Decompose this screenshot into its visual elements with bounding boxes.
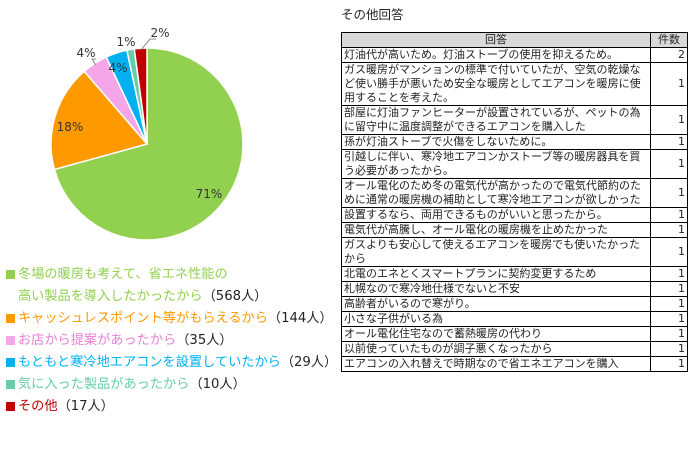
legend-label: お店から提案があったから — [18, 333, 177, 348]
legend-item-other: その他（17人） — [6, 396, 336, 418]
answer-text: 以前使っていたものが調子悪くなったから — [341, 341, 651, 357]
legend-label: その他 — [18, 399, 58, 414]
legend-count: （35人） — [176, 333, 233, 348]
answer-text: 設置するなら、両用できるものがいいと思ったから。 — [341, 207, 651, 223]
table-row: 部屋に灯油ファンヒーターが設置されているが、ペットの為に留守中に温度調整ができる… — [341, 105, 688, 135]
answer-text: 引越しに伴い、寒冷地エアコンかストーブ等の暖房器具を買う必要があったから。 — [341, 149, 651, 179]
table-row: 電気代が高騰し、オール電化の暖房機を止めたかった 1 — [341, 222, 688, 238]
legend-swatch — [6, 402, 15, 411]
answer-count: 1 — [650, 341, 688, 357]
answer-count: 1 — [650, 281, 688, 297]
legend-item-liked-product: 気に入った製品があったから（10人） — [6, 374, 336, 396]
answer-count: 2 — [650, 47, 688, 63]
other-answers-table: 回答 件数 灯油代が高いため。灯油ストーブの使用を抑えるため。 2 ガス暖房がマンシ… — [341, 32, 688, 372]
slice-percent-label: 4% — [76, 46, 95, 60]
legend-count: （568人） — [202, 289, 268, 304]
slice-percent-label: 4% — [108, 61, 127, 75]
table-row: 札幌なので寒冷地仕様でないと不安 1 — [341, 281, 688, 297]
slice-percent-label: 2% — [150, 26, 169, 40]
legend-count: （144人） — [267, 311, 333, 326]
legend-swatch — [6, 270, 15, 279]
table-row: オール電化住宅なので蓄熱暖房の代わり 1 — [341, 326, 688, 342]
answer-count: 1 — [650, 178, 688, 208]
pie-slice — [50, 70, 149, 171]
slice-percent-label: 18% — [57, 120, 84, 134]
leader-line — [140, 38, 156, 51]
answer-text: 部屋に灯油ファンヒーターが設置されているが、ペットの為に留守中に温度調整ができる… — [341, 105, 651, 135]
pie-slice — [133, 47, 148, 145]
answer-text: エアコンの入れ替えで時期なので省エネエアコンを購入 — [341, 356, 651, 372]
legend-swatch — [6, 336, 15, 345]
pie-chart: 71% 18% 4% 4% 1% 2% — [50, 26, 244, 241]
answer-text: オール電化住宅なので蓄熱暖房の代わり — [341, 326, 651, 342]
table-row: オール電化のため冬の電気代が高かったので電気代節約のために通常の暖房機の補助とし… — [341, 178, 688, 208]
table-row: 孫が灯油ストーブで火傷をしないために。 1 — [341, 134, 688, 150]
answer-count: 1 — [650, 222, 688, 238]
table-header-row: 回答 件数 — [341, 32, 688, 48]
answer-count: 1 — [650, 105, 688, 135]
leader-line — [91, 58, 97, 66]
table-row: 灯油代が高いため。灯油ストーブの使用を抑えるため。 2 — [341, 47, 688, 63]
answer-text: ガス暖房がマンションの標準で付いていたが、空気の乾燥など使い勝手が悪いため安全な… — [341, 62, 651, 106]
legend-item-store-suggestion: お店から提案があったから（35人） — [6, 330, 336, 352]
answer-count: 1 — [650, 237, 688, 267]
answer-count: 1 — [650, 149, 688, 179]
slice-percent-label: 1% — [116, 35, 135, 49]
answer-count: 1 — [650, 311, 688, 327]
answer-count: 1 — [650, 62, 688, 106]
table-row: ガス暖房がマンションの標準で付いていたが、空気の乾燥など使い勝手が悪いため安全な… — [341, 62, 688, 106]
answer-count: 1 — [650, 326, 688, 342]
answer-text: 灯油代が高いため。灯油ストーブの使用を抑えるため。 — [341, 47, 651, 63]
answer-text: 北電のエネとくスマートプランに契約変更するため — [341, 266, 651, 282]
table-row: 高齢者がいるので寒がり。 1 — [341, 296, 688, 312]
answer-count: 1 — [650, 266, 688, 282]
legend-count: （17人） — [57, 399, 114, 414]
legend-item-energy-saving: 冬場の暖房も考えて、省エネ性能の 高い製品を導入したかったから（568人） — [6, 264, 336, 308]
legend-item-cashless-points: キャッシュレスポイント等がもらえるから（144人） — [6, 308, 336, 330]
table-row: エアコンの入れ替えで時期なので省エネエアコンを購入 1 — [341, 356, 688, 372]
legend-count: （10人） — [189, 377, 246, 392]
answer-text: 電気代が高騰し、オール電化の暖房機を止めたかった — [341, 222, 651, 238]
table-row: 小さな子供がいる為 1 — [341, 311, 688, 327]
answer-text: 孫が灯油ストーブで火傷をしないために。 — [341, 134, 651, 150]
legend-item-already-installed: もともと寒冷地エアコンを設置していたから（29人） — [6, 352, 338, 374]
answer-count: 1 — [650, 134, 688, 150]
legend-label: 気に入った製品があったから — [18, 377, 190, 392]
table-row: ガスよりも安心して使えるエアコンを暖房でも使いたかったから 1 — [341, 237, 688, 267]
legend-swatch — [6, 380, 15, 389]
legend-label: もともと寒冷地エアコンを設置していたから — [18, 355, 281, 370]
legend-count: （29人） — [280, 355, 338, 370]
legend-swatch — [6, 314, 15, 323]
answer-text: 札幌なので寒冷地仕様でないと不安 — [341, 281, 651, 297]
table-row: 北電のエネとくスマートプランに契約変更するため 1 — [341, 266, 688, 282]
answer-text: 小さな子供がいる為 — [341, 311, 651, 327]
answer-count: 1 — [650, 356, 688, 372]
legend-swatch — [6, 358, 15, 367]
answer-count: 1 — [650, 207, 688, 223]
legend-label: キャッシュレスポイント等がもらえるから — [18, 311, 268, 326]
answer-text: オール電化のため冬の電気代が高かったので電気代節約のために通常の暖房機の補助とし… — [341, 178, 651, 208]
answer-text: ガスよりも安心して使えるエアコンを暖房でも使いたかったから — [341, 237, 651, 267]
chart-legend: 冬場の暖房も考えて、省エネ性能の 高い製品を導入したかったから（568人） キャ… — [6, 264, 338, 418]
header-count: 件数 — [650, 32, 688, 48]
pie-slice — [53, 47, 244, 241]
table-row: 設置するなら、両用できるものがいいと思ったから。 1 — [341, 207, 688, 223]
table-row: 引越しに伴い、寒冷地エアコンかストーブ等の暖房器具を買う必要があったから。 1 — [341, 149, 688, 179]
slice-percent-label: 71% — [196, 187, 223, 201]
legend-label: 冬場の暖房も考えて、省エネ性能の — [18, 267, 228, 282]
table-row: 以前使っていたものが調子悪くなったから 1 — [341, 341, 688, 357]
header-answer: 回答 — [341, 32, 651, 48]
answer-text: 高齢者がいるので寒がり。 — [341, 296, 651, 312]
answer-count: 1 — [650, 296, 688, 312]
legend-label: 高い製品を導入したかったから — [18, 289, 203, 304]
other-answers-title: その他回答 — [341, 7, 404, 22]
